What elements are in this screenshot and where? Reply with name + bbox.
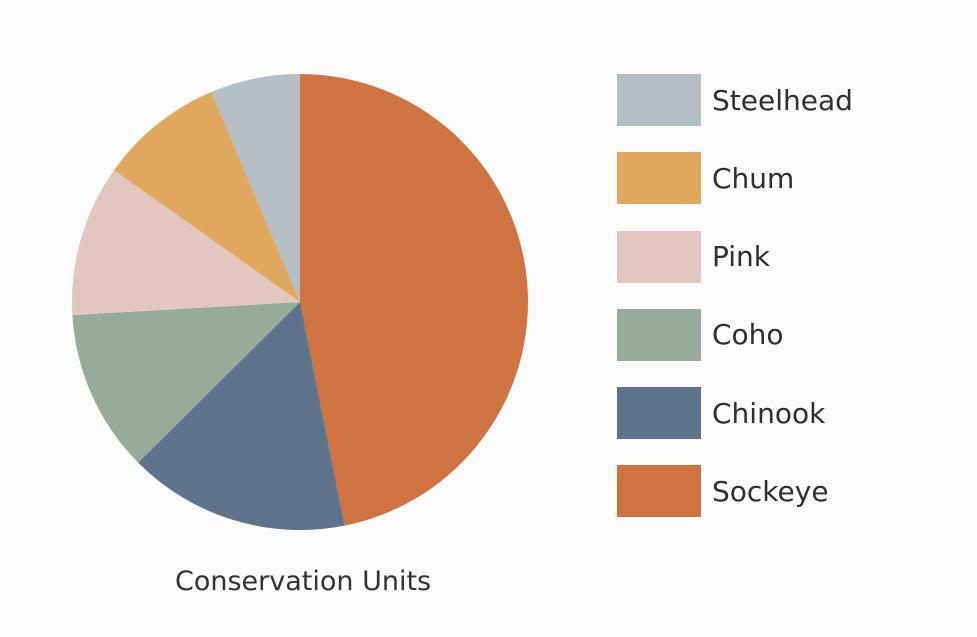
legend-swatch-steelhead: [617, 74, 701, 126]
legend-item-coho: Coho: [617, 308, 947, 361]
legend-swatch-sockeye: [617, 465, 701, 518]
legend-swatch-chinook: [617, 387, 701, 440]
legend-item-pink: Pink: [617, 230, 947, 283]
pie-slice-chinook: [138, 302, 345, 530]
pie-slice-steelhead: [211, 74, 300, 302]
legend-label-pink: Pink: [712, 240, 771, 274]
legend-swatch-chum: [617, 152, 701, 205]
legend-swatch-pink: [617, 230, 701, 283]
legend-item-sockeye: Sockeye: [617, 465, 947, 518]
legend-item-chum: Chum: [617, 152, 947, 205]
legend-swatch-coho: [617, 308, 701, 361]
legend-item-steelhead: Steelhead: [617, 74, 947, 126]
legend-label-steelhead: Steelhead: [712, 83, 853, 117]
pie-slice-sockeye: [300, 74, 528, 526]
legend-label-coho: Coho: [712, 318, 784, 352]
pie-slice-coho: [72, 302, 300, 463]
legend-item-chinook: Chinook: [617, 387, 947, 440]
pie-slice-pink: [72, 170, 301, 316]
legend-label-chum: Chum: [712, 161, 795, 195]
legend-label-sockeye: Sockeye: [712, 474, 829, 508]
legend: Steelhead Chum Pink Coho Chinook Sockeye: [617, 74, 947, 544]
chart-title: Conservation Units: [175, 566, 432, 597]
legend-label-chinook: Chinook: [712, 396, 826, 430]
pie-slice-chum: [113, 91, 301, 302]
